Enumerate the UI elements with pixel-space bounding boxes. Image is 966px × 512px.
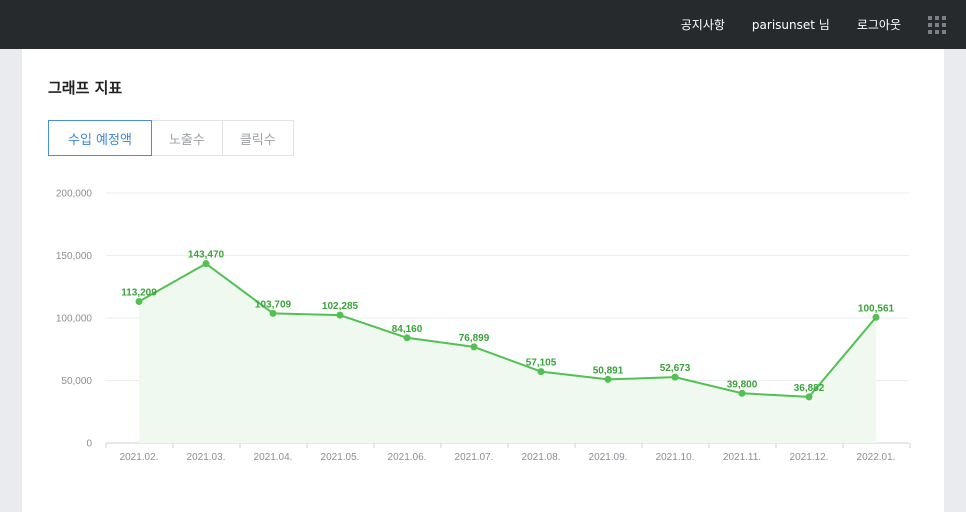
data-label: 84,160 bbox=[392, 324, 423, 335]
x-tick-label: 2021.08. bbox=[522, 452, 561, 463]
data-label: 39,800 bbox=[727, 379, 758, 390]
y-tick-label: 0 bbox=[86, 439, 92, 450]
tab-clicks[interactable]: 클릭수 bbox=[221, 120, 294, 156]
x-tick-label: 2021.06. bbox=[388, 452, 427, 463]
data-point bbox=[470, 343, 478, 351]
x-tick-label: 2021.12. bbox=[790, 452, 829, 463]
x-tick-label: 2021.10. bbox=[656, 452, 695, 463]
x-tick-label: 2021.03. bbox=[187, 452, 226, 463]
x-tick-label: 2021.09. bbox=[589, 452, 628, 463]
top-nav-menu: 공지사항 parisunset 님 로그아웃 bbox=[681, 0, 901, 49]
y-tick-label: 200,000 bbox=[56, 189, 93, 200]
y-tick-label: 150,000 bbox=[56, 251, 93, 262]
data-point bbox=[738, 389, 746, 397]
data-point bbox=[604, 375, 612, 383]
x-tick-label: 2021.05. bbox=[321, 452, 360, 463]
x-tick-label: 2021.02. bbox=[120, 452, 159, 463]
data-label: 143,470 bbox=[188, 250, 225, 261]
y-tick-label: 100,000 bbox=[56, 314, 93, 325]
logout-link[interactable]: 로그아웃 bbox=[856, 18, 901, 32]
data-label: 36,882 bbox=[794, 383, 825, 394]
notice-link[interactable]: 공지사항 bbox=[680, 18, 725, 32]
data-point bbox=[537, 368, 545, 376]
section-title: 그래프 지표 bbox=[48, 79, 123, 97]
series-line bbox=[138, 262, 877, 398]
data-label: 102,285 bbox=[322, 301, 359, 312]
x-tick-label: 2021.07. bbox=[455, 452, 494, 463]
data-label: 100,561 bbox=[858, 303, 895, 314]
x-tick-label: 2021.04. bbox=[254, 452, 293, 463]
tab-impressions[interactable]: 노출수 bbox=[150, 120, 223, 156]
data-label: 76,899 bbox=[459, 333, 490, 344]
top-navbar: 공지사항 parisunset 님 로그아웃 bbox=[0, 0, 966, 49]
metric-tabs: 수입 예정액 노출수 클릭수 bbox=[48, 120, 294, 156]
grid-icon[interactable] bbox=[928, 16, 946, 34]
data-point bbox=[872, 313, 880, 321]
data-point bbox=[403, 334, 411, 342]
y-tick-label: 50,000 bbox=[61, 376, 92, 387]
user-name-link[interactable]: parisunset 님 bbox=[751, 18, 830, 32]
data-point bbox=[269, 309, 277, 317]
data-point bbox=[671, 373, 679, 381]
data-point bbox=[336, 311, 344, 319]
data-point bbox=[805, 393, 813, 401]
x-tick-label: 2021.11. bbox=[723, 452, 761, 463]
data-label: 50,891 bbox=[593, 365, 624, 376]
data-point bbox=[202, 260, 210, 268]
data-label: 57,105 bbox=[526, 358, 557, 369]
data-label: 52,673 bbox=[660, 363, 691, 374]
series-area bbox=[139, 263, 876, 443]
x-tick-label: 2022.01. bbox=[857, 452, 896, 463]
tab-expected-revenue[interactable]: 수입 예정액 bbox=[48, 120, 152, 156]
data-point bbox=[135, 297, 143, 305]
data-label: 113,209 bbox=[121, 287, 157, 298]
data-label: 103,709 bbox=[255, 299, 292, 310]
